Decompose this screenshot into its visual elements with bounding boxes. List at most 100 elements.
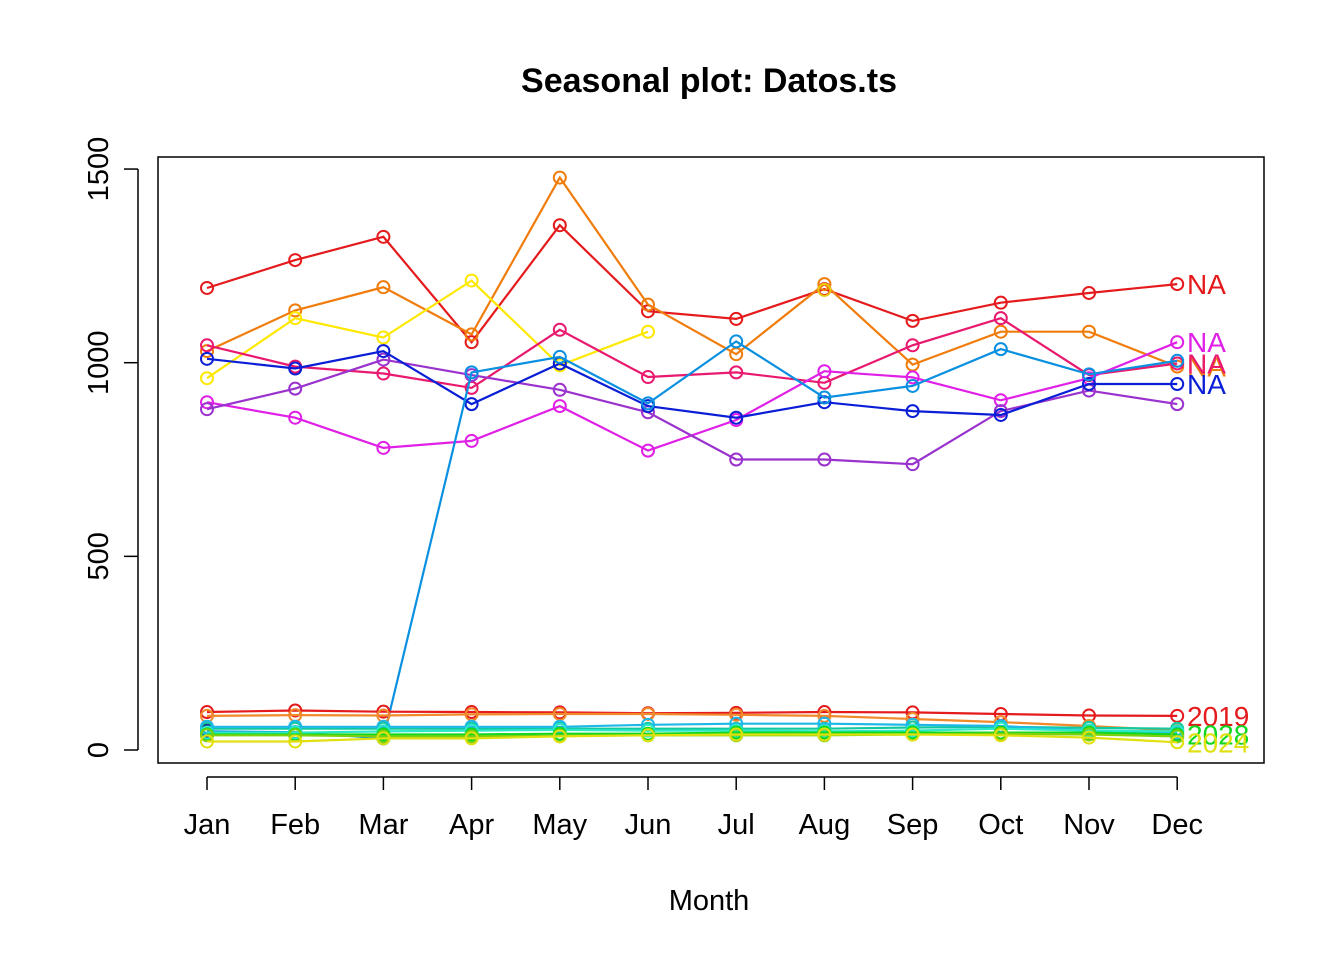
series-9: [200, 703, 1185, 723]
data-point: [641, 443, 655, 458]
data-point: [200, 705, 214, 720]
data-point: [817, 727, 832, 742]
data-point: [905, 370, 920, 385]
x-tick-label: Mar: [358, 809, 408, 841]
data-point: [376, 440, 391, 455]
data-point: [200, 734, 214, 749]
data-point: [464, 335, 479, 350]
x-axis-label: Month: [669, 885, 750, 917]
data-point: [905, 404, 920, 419]
x-tick-label: Feb: [270, 809, 320, 841]
data-point: [993, 404, 1008, 419]
data-point: [993, 311, 1008, 326]
data-point: [729, 311, 744, 326]
data-point: [200, 351, 214, 366]
data-point: [376, 344, 391, 359]
data-point: [464, 433, 479, 448]
series-end-label: 2019: [1187, 701, 1249, 732]
data-point: [200, 371, 214, 386]
data-point: [200, 344, 214, 359]
data-point: [817, 395, 832, 410]
x-tick-label: Jul: [718, 809, 755, 841]
data-point: [641, 324, 655, 339]
data-point: [1170, 377, 1185, 392]
data-point: [905, 457, 920, 472]
data-point: [905, 313, 920, 328]
data-point: [288, 734, 303, 749]
data-point: [552, 729, 567, 744]
series-2: [817, 282, 832, 297]
series-line: [382, 340, 1178, 739]
data-point: [729, 410, 744, 425]
series-end-label: 2028: [1187, 720, 1249, 751]
series-end-label: NA: [1187, 352, 1226, 383]
x-tick-label: Nov: [1063, 809, 1115, 841]
series-line: [206, 175, 1178, 368]
data-point: [1170, 729, 1185, 744]
data-point: [552, 399, 567, 414]
data-point: [552, 322, 567, 337]
data-point: [552, 382, 567, 397]
data-point: [376, 280, 391, 295]
data-point: [817, 390, 832, 405]
series-line: [206, 223, 1178, 344]
data-point: [288, 703, 303, 718]
series-1: [200, 170, 1185, 374]
data-point: [464, 365, 479, 380]
y-tick-label: 0: [83, 742, 115, 758]
data-point: [1082, 367, 1096, 382]
x-tick-label: Sep: [887, 809, 939, 841]
chart-title: Seasonal plot: Datos.ts: [521, 62, 897, 100]
x-tick-label: Oct: [978, 809, 1023, 841]
data-point: [376, 366, 391, 381]
data-point: [1082, 285, 1096, 300]
data-point: [817, 277, 832, 292]
data-point: [993, 324, 1008, 339]
data-point: [729, 452, 744, 467]
data-point: [993, 728, 1008, 743]
x-tick-label: Jun: [625, 809, 672, 841]
data-point: [1082, 324, 1096, 339]
data-point: [817, 282, 832, 297]
data-point: [288, 381, 303, 396]
series-18: [200, 727, 1185, 750]
data-point: [729, 727, 744, 742]
data-point: [376, 731, 391, 746]
data-point: [200, 280, 214, 295]
data-point: [1082, 377, 1096, 392]
data-point: [288, 410, 303, 425]
data-point: [288, 361, 303, 376]
data-point: [729, 334, 744, 349]
data-point: [1170, 335, 1185, 350]
data-point: [641, 728, 655, 743]
data-point: [641, 370, 655, 385]
data-point: [729, 707, 744, 722]
series-line: [207, 731, 1178, 736]
data-point: [200, 338, 214, 353]
x-axis: Jan Feb Mar Apr May Jun Jul Aug Sep Oct Nov Dec: [184, 776, 1203, 841]
series-8: [376, 334, 1185, 746]
y-tick-label: 1500: [83, 137, 115, 202]
data-point: [464, 273, 479, 288]
data-point: [993, 342, 1008, 357]
data-point: [641, 706, 655, 721]
data-point: [288, 303, 303, 318]
series-line: [206, 279, 649, 380]
series-7: [200, 344, 1185, 425]
data-point: [993, 295, 1008, 310]
data-point: [1170, 353, 1185, 368]
data-point: [1170, 735, 1185, 750]
data-point: [905, 727, 920, 742]
y-tick-label: 1000: [83, 330, 115, 395]
data-point: [376, 704, 391, 719]
series-line: [206, 316, 1178, 390]
data-point: [288, 311, 303, 326]
data-point: [1170, 277, 1185, 292]
x-tick-label: Apr: [449, 809, 494, 841]
series-line: [207, 722, 1178, 734]
data-point: [464, 731, 479, 746]
series-5: [200, 335, 1185, 458]
data-point: [376, 229, 391, 244]
